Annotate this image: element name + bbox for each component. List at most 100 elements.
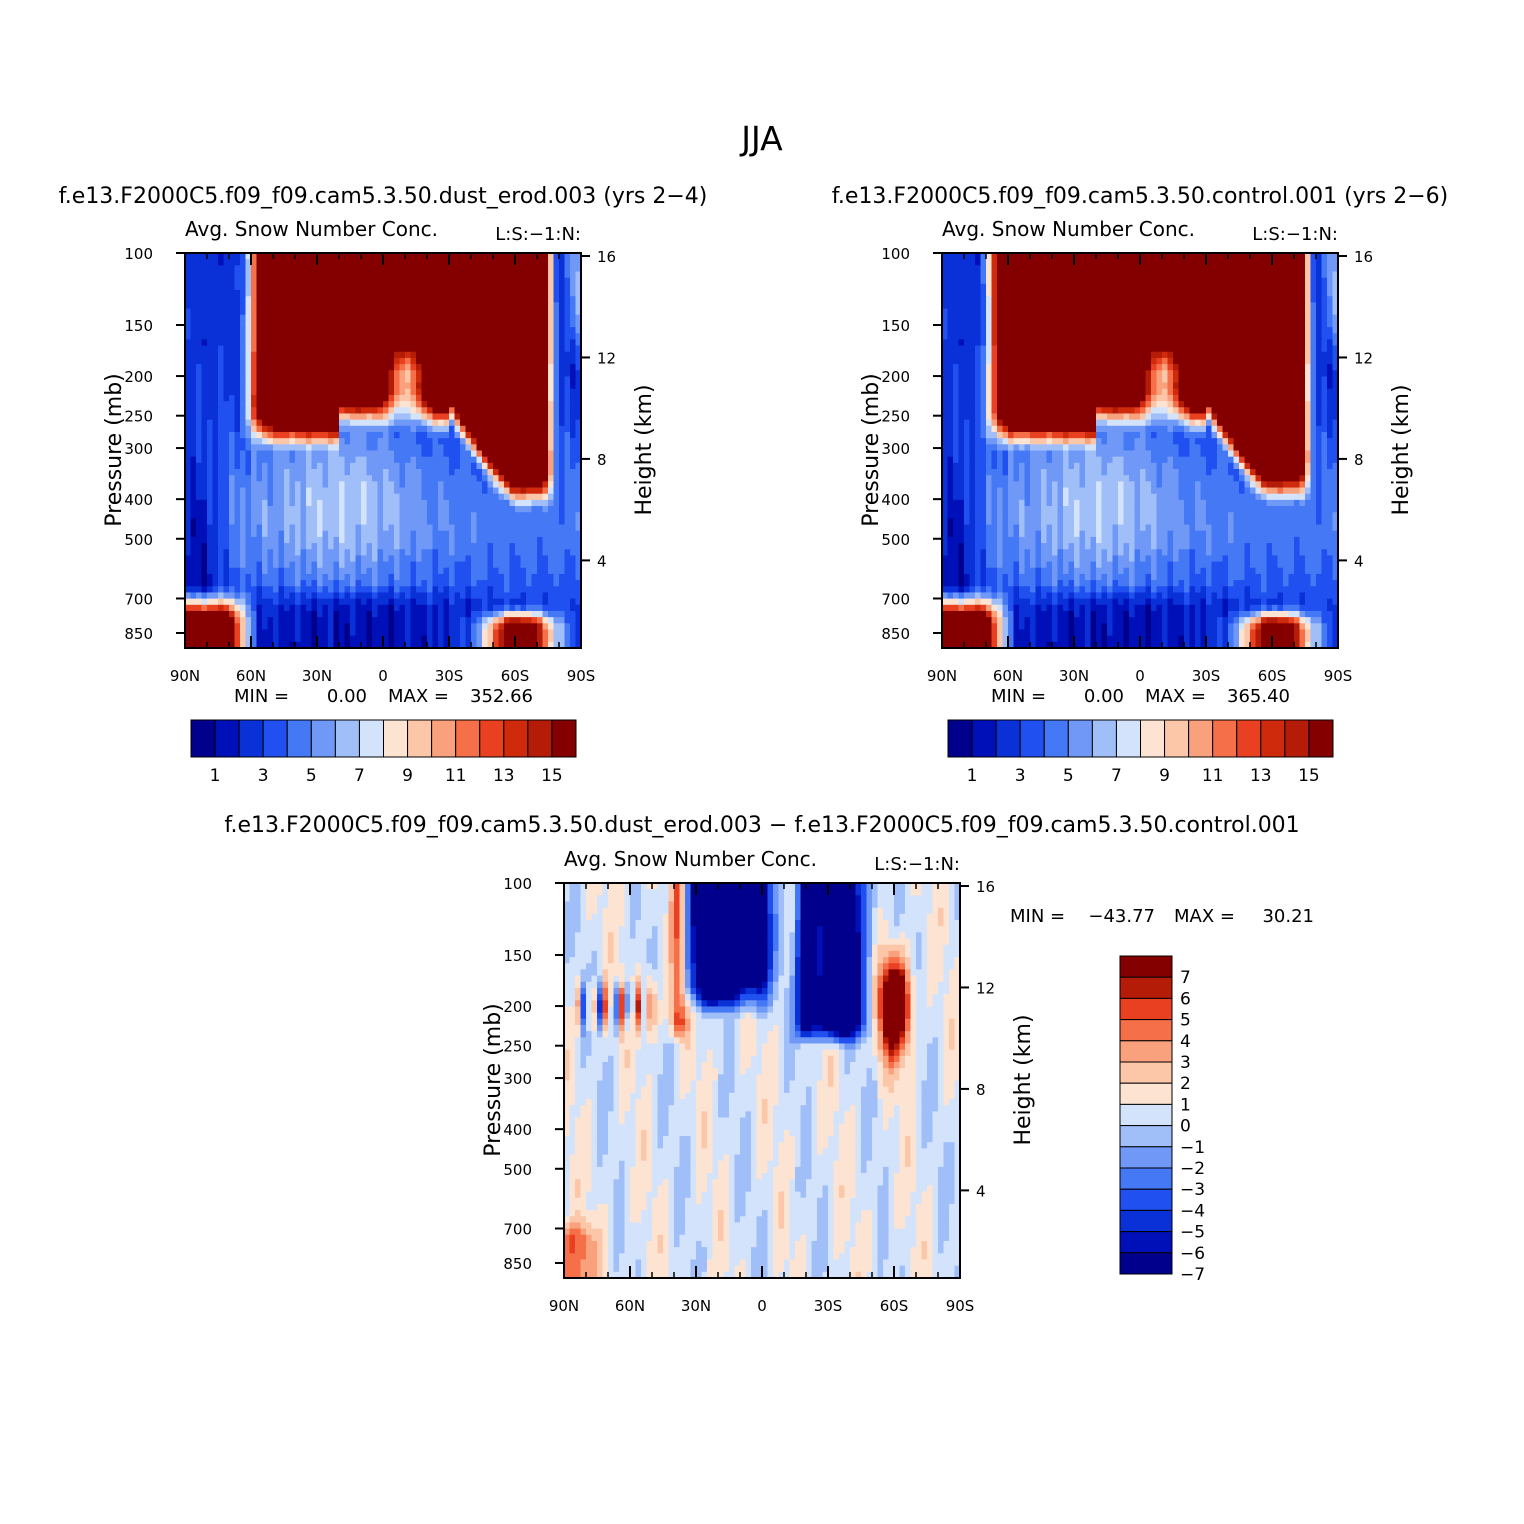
field-cell: [997, 549, 1004, 557]
field-cell: [1316, 308, 1323, 316]
field-cell: [1189, 407, 1207, 415]
field-cell: [245, 629, 252, 637]
field-cell: [1134, 444, 1147, 452]
field-cell: [690, 987, 697, 995]
field-cell: [608, 895, 626, 903]
field-cell: [1189, 623, 1196, 631]
field-cell: [679, 883, 686, 890]
field-cell: [991, 302, 998, 310]
field-cell: [399, 549, 406, 557]
field-cell: [1228, 555, 1246, 563]
field-cell: [1013, 592, 1020, 600]
field-cell: [953, 376, 960, 384]
field-cell: [377, 610, 390, 618]
field-cell: [949, 1037, 956, 1045]
field-cell: [947, 549, 960, 557]
field-cell: [262, 580, 280, 587]
field-cell: [564, 493, 581, 501]
field-cell: [256, 475, 263, 482]
field-cell: [564, 938, 576, 946]
field-cell: [399, 475, 406, 482]
field-cell: [504, 493, 511, 501]
field-cell: [789, 969, 796, 977]
field-cell: [245, 499, 252, 507]
field-cell: [559, 573, 577, 581]
field-cell: [245, 469, 252, 476]
field-cell: [927, 987, 939, 995]
field-cell: [1052, 561, 1059, 569]
field-cell: [784, 1018, 791, 1026]
field-cell: [559, 456, 566, 464]
field-cell: [542, 481, 549, 489]
field-cell: [1167, 536, 1174, 544]
field-cell: [1305, 394, 1312, 402]
field-cell: [185, 290, 241, 297]
field-cell: [218, 573, 225, 581]
field-cell: [1024, 481, 1031, 489]
field-cell: [991, 635, 998, 643]
field-cell: [185, 512, 192, 519]
field-cell: [267, 617, 274, 624]
field-cell: [405, 635, 412, 643]
field-cell: [482, 487, 489, 495]
colorbar-label: 7: [1111, 766, 1122, 786]
field-cell: [1013, 450, 1031, 458]
field-cell: [624, 920, 631, 927]
field-cell: [635, 1018, 642, 1026]
field-cell: [822, 1024, 857, 1032]
field-cell: [245, 339, 252, 347]
field-cell: [789, 1018, 796, 1026]
field-cell: [559, 469, 566, 476]
field-cell: [256, 351, 395, 359]
field-cell: [223, 357, 241, 365]
field-cell: [322, 555, 340, 563]
field-cell: [1085, 610, 1092, 618]
field-cell: [1145, 598, 1152, 606]
field-cell: [185, 598, 203, 606]
field-cell: [762, 1049, 780, 1057]
y-tick-label: 250: [881, 408, 910, 426]
field-cell: [964, 518, 971, 526]
field-cell: [580, 920, 604, 927]
field-cell: [927, 981, 939, 989]
field-cell: [602, 981, 609, 989]
field-cell: [1096, 407, 1103, 415]
field-cell: [894, 1049, 901, 1057]
field-cell: [668, 944, 675, 952]
field-cell: [778, 1031, 785, 1038]
field-cell: [1316, 320, 1323, 328]
field-cell: [997, 265, 1306, 273]
field-cell: [958, 444, 965, 452]
field-cell: [449, 610, 467, 618]
field-cell: [394, 382, 401, 390]
field-cell: [1151, 610, 1163, 618]
field-cell: [410, 561, 417, 569]
field-cell: [553, 407, 560, 415]
field-cell: [1305, 364, 1312, 371]
field-cell: [1019, 536, 1037, 544]
field-cell: [328, 586, 335, 594]
field-cell: [668, 1024, 675, 1032]
field-cell: [267, 555, 274, 563]
field-cell: [553, 444, 560, 452]
field-cell: [958, 339, 965, 347]
field-cell: [997, 407, 1097, 415]
field-cell: [1035, 617, 1053, 624]
field-cell: [894, 895, 906, 903]
x-tick-label: 90S: [1324, 667, 1353, 685]
field-cell: [1178, 382, 1306, 390]
field-cell: [548, 617, 555, 624]
field-cell: [580, 1037, 593, 1045]
field-cell: [1327, 401, 1338, 408]
field-cell: [207, 487, 214, 495]
field-cell: [421, 635, 428, 643]
field-cell: [1310, 394, 1317, 402]
field-cell: [883, 987, 906, 995]
field-cell: [991, 623, 998, 631]
field-cell: [1019, 617, 1026, 624]
field-cell: [322, 604, 329, 612]
field-cell: [953, 364, 960, 371]
field-cell: [1096, 425, 1147, 433]
field-cell: [646, 957, 659, 964]
field-cell: [1112, 561, 1119, 569]
